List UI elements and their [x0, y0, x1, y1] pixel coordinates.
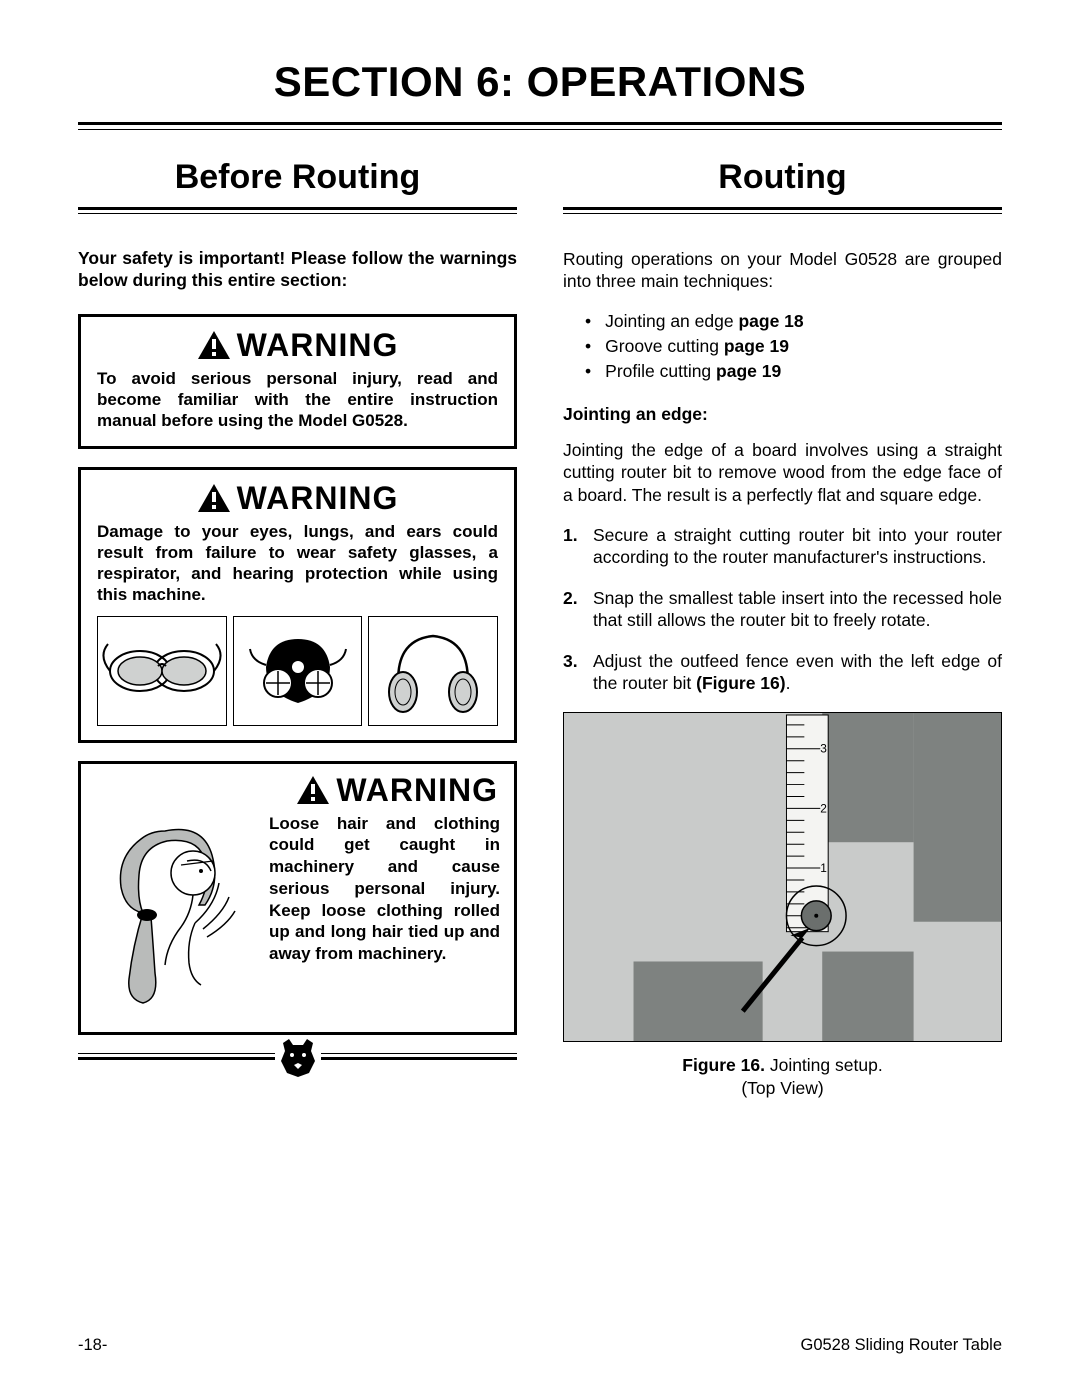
title-underline — [78, 122, 1002, 130]
right-heading: Routing — [563, 158, 1002, 207]
right-underline — [563, 207, 1002, 214]
jointing-subhead: Jointing an edge: — [563, 404, 1002, 425]
safety-goggles-icon — [97, 616, 227, 726]
warning-1-text: To avoid serious personal injury, read a… — [97, 368, 498, 432]
techniques-list: Jointing an edge page 18 Groove cutting … — [585, 311, 1002, 382]
warning-box-2: WARNING Damage to your eyes, lungs, and … — [78, 467, 517, 743]
warning-label: WARNING — [336, 772, 498, 809]
warning-3-text: Loose hair and clothing could get caught… — [269, 813, 500, 1018]
left-underline — [78, 207, 517, 214]
figure-16-diagram: 1 2 3 — [563, 712, 1002, 1042]
list-item: Profile cutting page 19 — [585, 361, 1002, 382]
doc-title: G0528 Sliding Router Table — [801, 1336, 1003, 1355]
left-column: Before Routing Your safety is important!… — [78, 158, 517, 1100]
list-item: Groove cutting page 19 — [585, 336, 1002, 357]
warning-header: WARNING — [81, 764, 514, 809]
routing-intro: Routing operations on your Model G0528 a… — [563, 248, 1002, 293]
ruler-tick-1: 1 — [820, 861, 827, 875]
right-column: Routing Routing operations on your Model… — [563, 158, 1002, 1100]
section-end-rule — [78, 1053, 517, 1060]
ruler-tick-2: 2 — [820, 802, 827, 816]
step-item: Snap the smallest table insert into the … — [563, 587, 1002, 632]
content-columns: Before Routing Your safety is important!… — [78, 158, 1002, 1100]
figure-caption: Figure 16. Jointing setup. (Top View) — [563, 1054, 1002, 1100]
step-item: Secure a straight cutting router bit int… — [563, 524, 1002, 569]
warning-triangle-icon — [197, 483, 231, 513]
safety-intro: Your safety is important! Please follow … — [78, 248, 517, 292]
page-number: -18- — [78, 1336, 107, 1355]
warning-header: WARNING — [97, 327, 498, 364]
section-title: SECTION 6: OPERATIONS — [78, 58, 1002, 122]
ruler-tick-3: 3 — [820, 742, 827, 756]
tie-hair-illustration — [95, 813, 255, 1018]
warning-label: WARNING — [237, 480, 399, 517]
page-footer: -18- G0528 Sliding Router Table — [78, 1336, 1002, 1355]
ppe-icon-row — [97, 616, 498, 726]
warning-box-3: WARNING — [78, 761, 517, 1035]
left-heading: Before Routing — [78, 158, 517, 207]
warning-label: WARNING — [237, 327, 399, 364]
warning-header: WARNING — [97, 480, 498, 517]
steps-list: Secure a straight cutting router bit int… — [563, 524, 1002, 694]
respirator-icon — [233, 616, 363, 726]
warning-2-text: Damage to your eyes, lungs, and ears cou… — [97, 521, 498, 606]
warning-triangle-icon — [296, 775, 330, 805]
list-item: Jointing an edge page 18 — [585, 311, 1002, 332]
warning-box-1: WARNING To avoid serious personal injury… — [78, 314, 517, 449]
bear-logo-icon — [275, 1035, 321, 1081]
warning-triangle-icon — [197, 330, 231, 360]
hearing-protection-icon — [368, 616, 498, 726]
step-item: Adjust the outfeed fence even with the l… — [563, 650, 1002, 695]
jointing-desc: Jointing the edge of a board involves us… — [563, 439, 1002, 506]
